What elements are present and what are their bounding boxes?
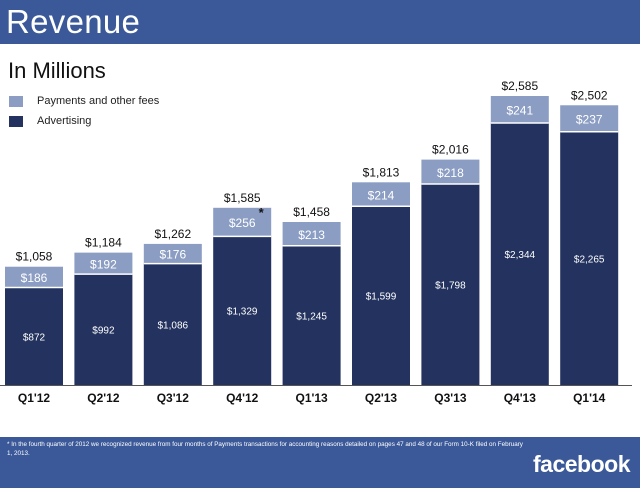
bar-payments-q4-13 (490, 96, 549, 123)
x-tick-q4-13: Q4'13 (504, 391, 537, 405)
legend-swatch-payments (9, 95, 23, 107)
label-payments-q1-12: $186 (21, 271, 48, 285)
label-total-q1-13: $1,458 (293, 205, 330, 219)
x-tick-q4-12: Q4'12 (226, 391, 259, 405)
label-advertising-q2-13: $1,599 (366, 292, 397, 303)
bar-payments-q1-14 (560, 105, 619, 132)
bar-advertising-q4-12 (213, 236, 272, 385)
footnote: * In the fourth quarter of 2012 we recog… (7, 441, 523, 457)
label-payments-q3-12: $176 (159, 248, 186, 262)
bar-advertising-q4-13 (490, 122, 549, 386)
label-payments-q2-12: $192 (90, 257, 117, 271)
facebook-logo: facebook (533, 451, 630, 477)
bar-advertising-q3-12 (143, 263, 202, 385)
label-payments-q4-13: $241 (506, 103, 533, 117)
label-advertising-q3-13: $1,798 (435, 280, 466, 291)
label-payments-q2-13: $214 (368, 188, 395, 202)
label-total-q3-13: $2,016 (432, 143, 469, 157)
label-total-q3-12: $1,262 (154, 227, 191, 241)
label-advertising-q1-12: $872 (23, 332, 46, 343)
label-total-q2-13: $1,813 (363, 165, 400, 179)
bar-advertising-q2-12 (74, 274, 133, 385)
label-advertising-q3-12: $1,086 (158, 320, 189, 331)
annotation-asterisk: * (259, 205, 265, 220)
bar-payments-q2-13 (352, 182, 410, 207)
label-advertising-q1-13: $1,245 (296, 311, 327, 322)
x-tick-q1-13: Q1'13 (295, 391, 328, 405)
legend-item-advertising: Advertising (9, 111, 159, 131)
label-total-q4-12: $1,585 (224, 191, 261, 205)
x-tick-q1-12: Q1'12 (18, 391, 51, 405)
label-total-q4-13: $2,585 (501, 79, 538, 93)
header-bar: Revenue (0, 0, 640, 44)
bar-payments-q1-12 (5, 266, 63, 288)
legend-label-payments: Payments and other fees (37, 95, 160, 107)
revenue-chart: $872 $186 $1,058 Q1'12 $992 $192 $1,184 Q2'12 $1… (0, 79, 632, 405)
footer-bar: * In the fourth quarter of 2012 we recog… (0, 437, 640, 488)
legend-swatch-advertising (9, 115, 23, 127)
label-total-q2-12: $1,184 (85, 236, 122, 250)
label-payments-q4-12: $256 (229, 216, 256, 230)
label-payments-q3-13: $218 (437, 166, 464, 180)
label-payments-q1-14: $237 (576, 113, 603, 127)
label-total-q1-12: $1,058 (16, 250, 53, 264)
label-advertising-q4-13: $2,344 (505, 250, 536, 261)
label-total-q1-14: $2,502 (571, 88, 608, 102)
legend-item-payments: Payments and other fees (9, 91, 159, 111)
label-payments-q1-13: $213 (298, 228, 325, 242)
x-tick-q3-13: Q3'13 (434, 391, 467, 405)
bar-payments-q1-13 (282, 221, 341, 246)
label-advertising-q1-14: $2,265 (574, 254, 605, 265)
bar-advertising-q3-13 (421, 183, 480, 385)
label-advertising-q2-12: $992 (92, 326, 115, 337)
bar-advertising-q2-13 (352, 206, 410, 385)
chart-legend: Payments and other fees Advertising (9, 91, 159, 131)
bar-advertising-q1-12 (5, 287, 63, 385)
x-tick-q1-14: Q1'14 (573, 391, 606, 405)
bar-advertising-q1-14 (560, 131, 619, 385)
x-tick-q2-12: Q2'12 (87, 391, 120, 405)
page-title: Revenue (6, 3, 141, 40)
label-advertising-q4-12: $1,329 (227, 307, 258, 318)
legend-label-advertising: Advertising (37, 115, 92, 127)
x-tick-q2-13: Q2'13 (365, 391, 398, 405)
x-tick-q3-12: Q3'12 (157, 391, 190, 405)
bar-payments-q2-12 (74, 252, 133, 275)
bar-payments-q3-13 (421, 159, 480, 184)
bar-advertising-q1-13 (282, 245, 341, 385)
bar-payments-q3-12 (143, 243, 202, 264)
bar-payments-q4-12 (213, 207, 272, 237)
chart-subtitle: In Millions (8, 58, 106, 83)
